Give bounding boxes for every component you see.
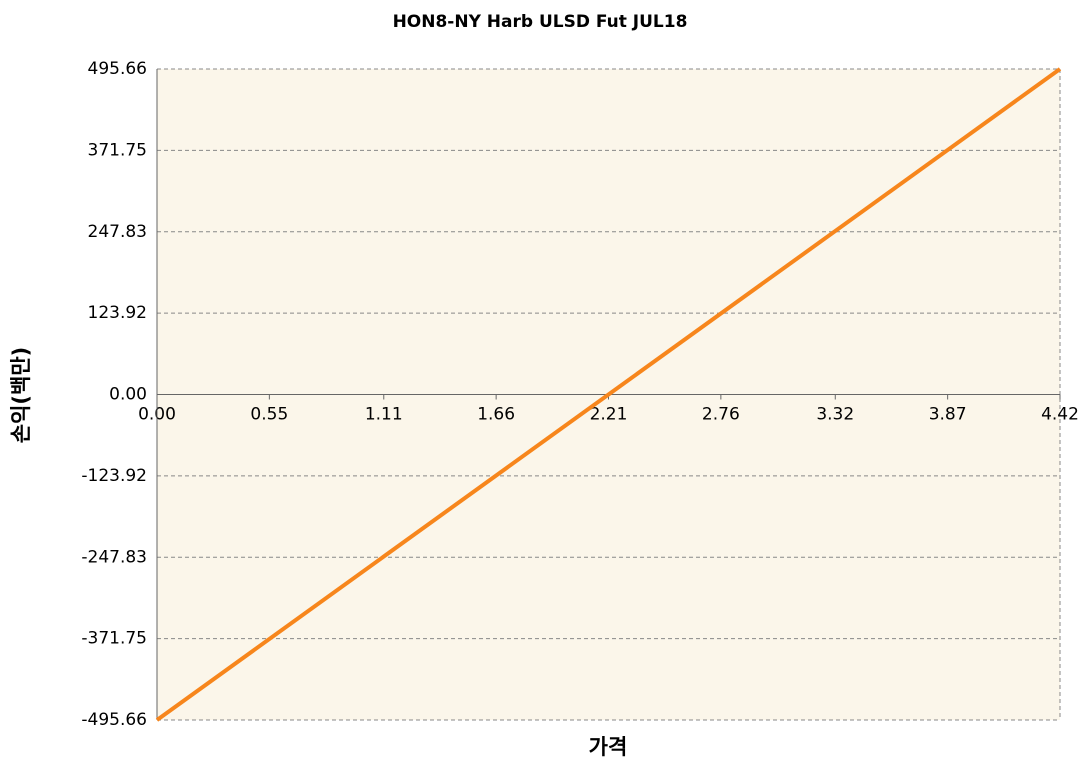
x-tick-label: 3.87 <box>929 405 967 425</box>
y-tick-label: -123.92 <box>81 466 147 486</box>
y-tick-label: -495.66 <box>81 710 147 730</box>
x-axis-title: 가격 <box>589 735 628 759</box>
y-axis-title: 손익(백만) <box>9 347 33 443</box>
x-tick-label: 2.76 <box>702 405 740 425</box>
y-tick-label: 371.75 <box>88 140 147 160</box>
line-series <box>155 67 1062 722</box>
x-tick-label: 0.55 <box>250 405 288 425</box>
x-tick-label: 1.66 <box>477 405 515 425</box>
y-tick-label: -247.83 <box>81 547 147 567</box>
x-tick-label: 1.11 <box>365 405 403 425</box>
chart-title: HON8-NY Harb ULSD Fut JUL18 <box>393 12 688 32</box>
x-tick-label: 4.42 <box>1041 405 1079 425</box>
y-tick-label: 495.66 <box>88 59 147 79</box>
x-tick-label: 3.32 <box>816 405 854 425</box>
y-tick-label: 0.00 <box>109 385 147 405</box>
y-tick-label: 247.83 <box>88 222 147 242</box>
y-tick-label: 123.92 <box>88 303 147 323</box>
y-tick-label: -371.75 <box>81 629 147 649</box>
x-tick-label: 2.21 <box>590 405 628 425</box>
